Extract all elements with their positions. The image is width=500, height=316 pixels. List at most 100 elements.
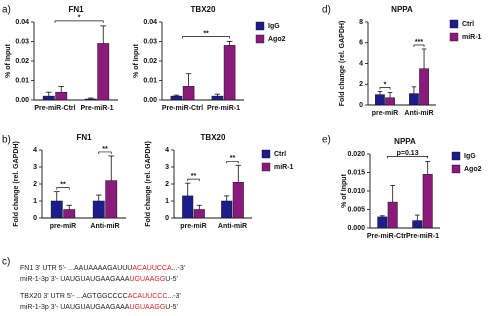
bar [63, 209, 76, 219]
panel-label: a) [2, 5, 11, 16]
legend-swatch [261, 162, 271, 172]
y-tick-label: 0.020 [347, 151, 365, 158]
legend-label: Ctrl [274, 151, 286, 158]
y-tick-label: 0.03 [15, 38, 29, 45]
bar [385, 97, 395, 106]
significance-bracket [98, 151, 112, 154]
legend-label: miR-1 [462, 34, 482, 41]
bar [97, 43, 110, 101]
bar [182, 195, 194, 219]
bar [221, 200, 233, 219]
panel-label: b) [2, 135, 11, 146]
significance-label: ** [60, 181, 66, 188]
significance-label: ** [102, 146, 108, 153]
sequence-line: FN1 3' UTR 5'- ...AAUAAAAGAUUUACAUUCCA..… [20, 265, 185, 272]
legend-swatch [261, 149, 271, 159]
y-tick-label: 0.000 [347, 225, 365, 232]
x-tick-label: pre-miR [372, 110, 398, 117]
legend-swatch [451, 164, 461, 174]
y-tick-label: 0 [165, 215, 169, 222]
bar [387, 201, 398, 229]
y-axis-label: Fold change (rel. GAPDH) [145, 141, 152, 227]
bar [232, 182, 244, 219]
significance-bracket [387, 156, 429, 159]
significance-bracket [379, 87, 391, 90]
bar [375, 94, 385, 106]
y-axis-label: Fold change (rel. GAPDH) [339, 21, 346, 107]
legend-swatch [255, 34, 265, 44]
chart-title: FN1 [68, 5, 84, 14]
y-tick-label: 0.03 [143, 38, 157, 45]
y-axis-label: % of Input [341, 173, 348, 207]
x-tick-label: Pre-miR-1 [207, 105, 240, 112]
bar [84, 98, 97, 101]
legend-label: Ctrl [462, 21, 474, 28]
bar [193, 209, 205, 219]
sequence-segment: TBX20 3' UTR 5'- ...AGTGGCCCC [20, 293, 128, 300]
y-tick-label: 0 [33, 215, 37, 222]
chart-title: TBX20 [191, 5, 216, 14]
sequence-segment: UGUAAGG [129, 304, 165, 311]
significance-label: ** [191, 173, 197, 180]
x-tick-label: Pre-miR-Ctrl [367, 233, 408, 240]
y-tick-label: 0.04 [143, 19, 157, 26]
significance-label: * [384, 81, 387, 88]
y-tick-label: 2 [165, 181, 169, 188]
sequence-segment: U-5' [165, 276, 178, 283]
significance-bracket [187, 178, 200, 182]
y-tick-label: 1 [165, 198, 169, 205]
bar [92, 200, 105, 219]
bar [42, 95, 55, 101]
x-tick-label: Pre-miR-Ctrl [162, 105, 203, 112]
y-tick-label: 3 [33, 164, 37, 171]
significance-bracket [182, 36, 230, 39]
panel-label: d) [322, 5, 331, 16]
sequence-line: miR-1-3p 3'- UAUGUAUGAAGAAAUGUAAGGU-5' [20, 304, 178, 311]
bar [170, 95, 183, 101]
chart-title: TBX20 [201, 133, 226, 142]
y-tick-label: 6 [359, 40, 363, 47]
bar [412, 220, 423, 229]
bar [422, 174, 433, 229]
sequence-line: miR-1-3p 3'- UAUGUAUGAAGAAAUGUAAGGU-5' [20, 276, 178, 283]
significance-bracket [54, 20, 104, 23]
bar [211, 95, 224, 101]
x-tick-label: Pre-miR-1 [406, 233, 439, 240]
y-tick-label: 0.02 [15, 58, 29, 65]
significance-bracket [413, 44, 425, 47]
y-tick-label: 4 [359, 60, 363, 67]
sequence-segment: ...-3' [167, 293, 180, 300]
bar [223, 45, 236, 101]
sequence-line: TBX20 3' UTR 5'- ...AGTGGCCCCACAUUCCC...… [20, 293, 181, 300]
sequence-segment: FN1 3' UTR 5'- ...AAUAAAAGAUUU [20, 265, 132, 272]
y-tick-label: 4 [165, 147, 169, 154]
x-tick-label: pre-miR [50, 223, 76, 230]
legend-label: miR-1 [274, 164, 294, 171]
x-tick-label: Anti-miR [90, 223, 119, 230]
sequence-segment: U-5' [165, 304, 178, 311]
bar [50, 200, 63, 219]
y-tick-label: 0.04 [15, 19, 29, 26]
panel-label: c) [2, 257, 10, 268]
sequence-segment: miR-1-3p 3'- UAUGUAUGAAGAAA [20, 304, 130, 311]
y-axis-label: Fold change (rel. GAPDH) [13, 141, 20, 227]
sequence-segment: miR-1-3p 3'- UAUGUAUGAAGAAA [20, 276, 130, 283]
significance-label: ** [203, 30, 209, 37]
x-tick-label: Pre-miR-1 [80, 105, 113, 112]
y-tick-label: 0.00 [15, 97, 29, 104]
x-tick-label: Anti-miR [404, 110, 433, 117]
y-tick-label: 0.010 [347, 188, 365, 195]
y-tick-label: 0.01 [15, 77, 29, 84]
sequence-segment: ACAUUCCC [128, 293, 168, 300]
bar [182, 86, 195, 101]
significance-label: p=0.13 [397, 150, 419, 157]
legend-label: Ago2 [464, 166, 482, 173]
significance-label: ** [230, 155, 236, 162]
bar [105, 180, 118, 219]
y-tick-label: 0.015 [347, 169, 365, 176]
y-tick-label: 0.01 [143, 77, 157, 84]
significance-label: * [78, 15, 81, 22]
y-tick-label: 0 [359, 102, 363, 109]
y-axis-label: % of Input [5, 43, 12, 77]
